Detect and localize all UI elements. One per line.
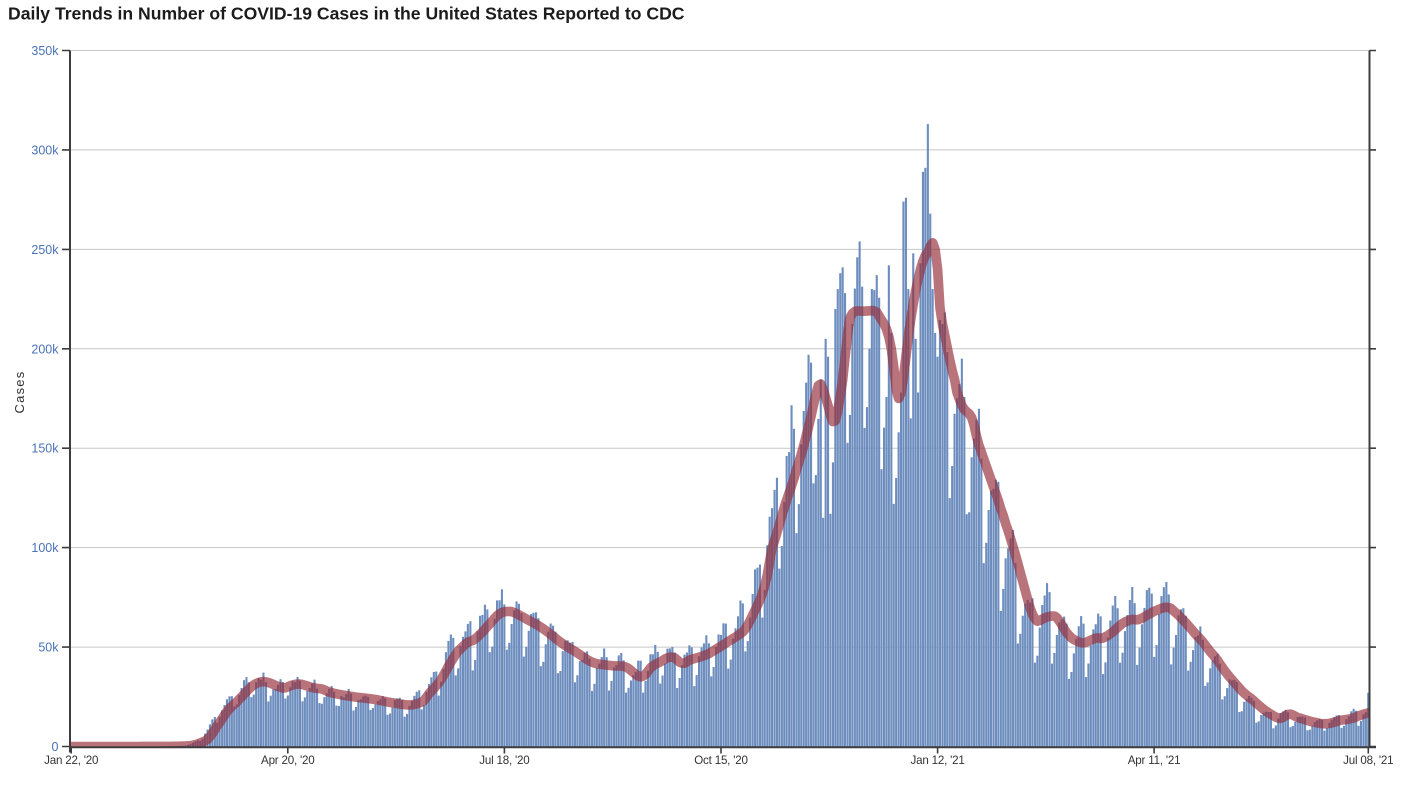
svg-text:150k: 150k [31, 442, 59, 456]
svg-text:Apr 20, '20: Apr 20, '20 [261, 754, 315, 767]
svg-text:200k: 200k [31, 342, 59, 356]
svg-text:Daily Trends in Number of COVI: Daily Trends in Number of COVID-19 Cases… [8, 4, 685, 24]
svg-text:Cases: Cases [12, 371, 27, 414]
svg-text:250k: 250k [31, 243, 59, 257]
svg-text:Jul 18, '20: Jul 18, '20 [479, 754, 529, 767]
svg-text:350k: 350k [31, 44, 59, 58]
svg-text:Jul 08, '21: Jul 08, '21 [1343, 754, 1393, 767]
svg-text:Jan 22, '20: Jan 22, '20 [44, 754, 98, 767]
svg-text:Jan 12, '21: Jan 12, '21 [911, 754, 965, 767]
svg-text:50k: 50k [38, 641, 59, 655]
svg-text:Oct 15, '20: Oct 15, '20 [694, 754, 748, 767]
svg-text:0: 0 [52, 740, 59, 754]
svg-text:300k: 300k [31, 143, 59, 157]
svg-text:100k: 100k [31, 541, 59, 555]
svg-text:Apr 11, '21: Apr 11, '21 [1128, 754, 1181, 767]
